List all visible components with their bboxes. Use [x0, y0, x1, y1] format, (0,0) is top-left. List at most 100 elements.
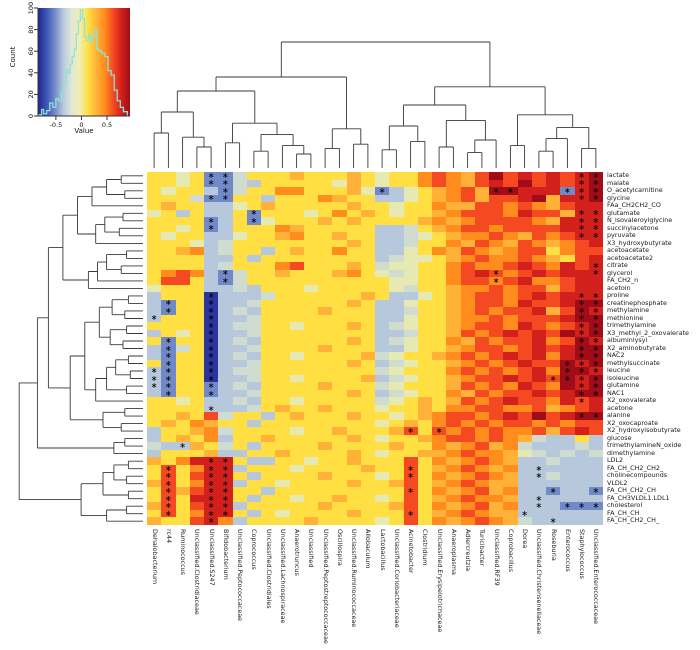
- heatmap-cell: [446, 314, 461, 323]
- heatmap-cell: [246, 254, 261, 263]
- heatmap-cell: [403, 412, 418, 420]
- heatmap-cell: [175, 209, 190, 218]
- heatmap-cell: [403, 262, 418, 270]
- heatmap-cell: [531, 239, 546, 248]
- heatmap-cell: [218, 412, 233, 420]
- heatmap-cell: [517, 397, 532, 405]
- heatmap-cell: [474, 179, 489, 188]
- heatmap-cell: [189, 464, 204, 473]
- heatmap-cell: ∗: [161, 464, 176, 473]
- heatmap-cell: [360, 419, 375, 428]
- heatmap-cell: [332, 434, 347, 443]
- heatmap-cell: [275, 434, 290, 443]
- heatmap-cell: [446, 464, 461, 473]
- heatmap-cell: [303, 449, 318, 458]
- heatmap-cell: ∗: [204, 329, 219, 338]
- heatmap-cell: [147, 322, 162, 330]
- heatmap-cell: [460, 449, 475, 458]
- heatmap-cell: ∗: [204, 179, 219, 188]
- heatmap-cell: [474, 464, 489, 473]
- heatmap-cell: [560, 172, 575, 180]
- heatmap-cell: [403, 194, 418, 203]
- heatmap-cell: [318, 457, 333, 465]
- heatmap-cell: [360, 307, 375, 315]
- heatmap-cell: [161, 419, 176, 428]
- heatmap-cell: [417, 344, 432, 353]
- heatmap-cell: [189, 502, 204, 510]
- heatmap-cell: [232, 187, 247, 195]
- heatmap-cell: [289, 464, 304, 473]
- heatmap-cell: [503, 194, 518, 203]
- heatmap-cell: [417, 179, 432, 188]
- heatmap-cell: [417, 449, 432, 458]
- heatmap-cell: [417, 209, 432, 218]
- heatmap-cell: [318, 292, 333, 300]
- heatmap-cell: [232, 494, 247, 503]
- heatmap-cell: [503, 457, 518, 465]
- heatmap-cell: [346, 224, 361, 233]
- heatmap-cell: [289, 269, 304, 278]
- heatmap-cell: [546, 494, 561, 503]
- heatmap-cell: [588, 239, 603, 248]
- heatmap-cell: [460, 314, 475, 323]
- heatmap-cell: [403, 382, 418, 390]
- heatmap-cell: [560, 509, 575, 518]
- heatmap-cell: [403, 389, 418, 398]
- heatmap-cell: [275, 472, 290, 480]
- heatmap-cell: [546, 472, 561, 480]
- heatmap-cell: [517, 412, 532, 420]
- heatmap-cell: [460, 202, 475, 210]
- heatmap-cell: [503, 352, 518, 360]
- heatmap-cell: [489, 254, 504, 263]
- heatmap-cell: [232, 419, 247, 428]
- heatmap-cell: [332, 479, 347, 488]
- heatmap-cell: [389, 509, 404, 518]
- heatmap-cell: [574, 449, 589, 458]
- heatmap-cell: [303, 359, 318, 368]
- heatmap-cell: [360, 337, 375, 345]
- heatmap-cell: [446, 307, 461, 315]
- heatmap-cell: [147, 344, 162, 353]
- heatmap-cell: [175, 194, 190, 203]
- heatmap-cell: [446, 337, 461, 345]
- heatmap-cell: [432, 479, 447, 488]
- heatmap-cell: [460, 382, 475, 390]
- row-label: methylamine: [607, 306, 650, 315]
- heatmap-cell: [489, 517, 504, 525]
- heatmap-cell: [332, 412, 347, 420]
- heatmap-cell: [318, 217, 333, 225]
- heatmap-cell: [375, 284, 390, 293]
- heatmap-cell: [275, 479, 290, 488]
- heatmap-cell: ∗: [560, 187, 575, 195]
- heatmap-cell: [489, 464, 504, 473]
- heatmap-cell: [574, 202, 589, 210]
- heatmap-cell: [318, 427, 333, 435]
- heatmap-cell: [474, 254, 489, 263]
- heatmap-cell: [489, 329, 504, 338]
- heatmap-cell: [560, 239, 575, 248]
- heatmap-cell: [389, 299, 404, 308]
- heatmap-cell: [246, 172, 261, 180]
- heatmap-cell: [189, 404, 204, 413]
- heatmap-cell: [275, 494, 290, 503]
- heatmap-cell: [303, 202, 318, 210]
- heatmap-cell: [432, 299, 447, 308]
- heatmap-cell: ∗: [204, 374, 219, 383]
- heatmap-cell: [303, 479, 318, 488]
- heatmap-cell: [360, 412, 375, 420]
- heatmap-cell: [489, 509, 504, 518]
- heatmap-cell: [232, 239, 247, 248]
- heatmap-cell: [389, 194, 404, 203]
- heatmap-cell: [175, 404, 190, 413]
- heatmap-cell: ∗: [204, 509, 219, 518]
- heatmap-cell: [204, 187, 219, 195]
- heatmap-cell: [503, 254, 518, 263]
- heatmap-cell: ∗: [204, 172, 219, 180]
- heatmap-cell: [531, 479, 546, 488]
- heatmap-cell: [588, 202, 603, 210]
- heatmap-cell: [360, 352, 375, 360]
- heatmap-cell: [546, 292, 561, 300]
- heatmap-cell: [446, 239, 461, 248]
- heatmap-cell: [446, 389, 461, 398]
- heatmap-cell: [318, 172, 333, 180]
